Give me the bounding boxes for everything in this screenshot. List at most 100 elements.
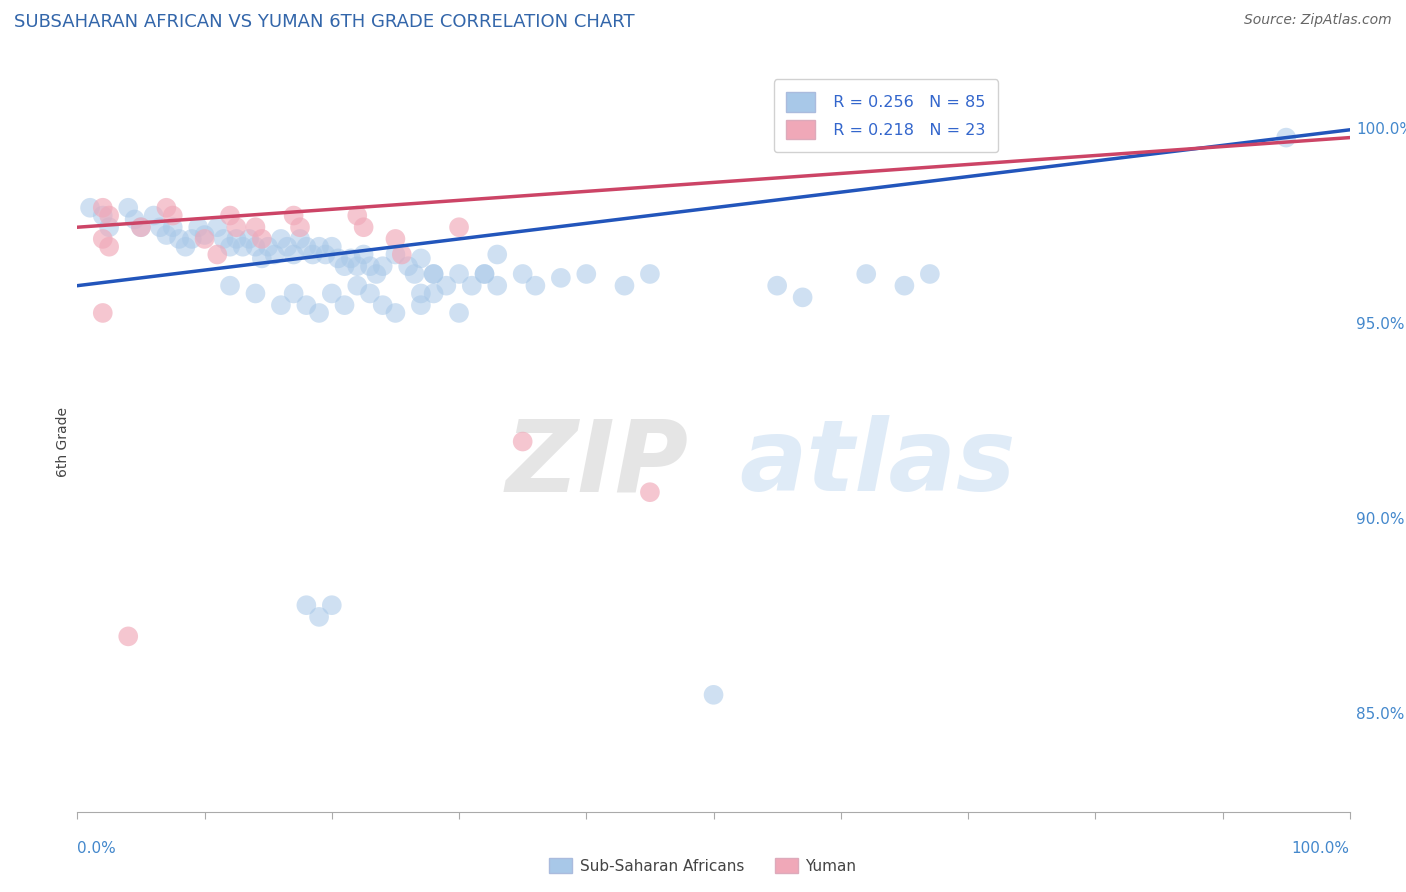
Point <box>219 240 242 254</box>
Point <box>346 259 368 273</box>
Point <box>340 252 363 266</box>
Point <box>353 220 375 235</box>
Point <box>524 278 547 293</box>
Point <box>449 220 471 235</box>
Point <box>79 201 101 215</box>
Point <box>295 298 318 312</box>
Point <box>238 232 260 246</box>
Point <box>638 267 661 281</box>
Text: 95.0%: 95.0% <box>1357 318 1405 332</box>
Text: 100.0%: 100.0% <box>1292 841 1350 856</box>
Point <box>308 306 330 320</box>
Point <box>129 220 152 235</box>
Point <box>703 688 725 702</box>
Point <box>270 298 292 312</box>
Point <box>149 220 172 235</box>
Point <box>225 220 247 235</box>
Point <box>391 247 413 261</box>
Point <box>263 247 285 261</box>
Text: SUBSAHARAN AFRICAN VS YUMAN 6TH GRADE CORRELATION CHART: SUBSAHARAN AFRICAN VS YUMAN 6TH GRADE CO… <box>14 13 634 31</box>
Point <box>371 298 394 312</box>
Point <box>409 286 432 301</box>
Point <box>187 220 209 235</box>
Point <box>308 610 330 624</box>
Point <box>270 232 292 246</box>
Point <box>359 286 381 301</box>
Point <box>207 220 229 235</box>
Point <box>333 259 356 273</box>
Point <box>893 278 915 293</box>
Point <box>91 232 114 246</box>
Point <box>346 278 368 293</box>
Point <box>449 267 471 281</box>
Point <box>194 232 217 246</box>
Point <box>792 290 814 304</box>
Point <box>283 209 305 223</box>
Point <box>766 278 789 293</box>
Point <box>918 267 941 281</box>
Point <box>245 286 267 301</box>
Point <box>91 209 114 223</box>
Point <box>321 240 343 254</box>
Point <box>124 212 146 227</box>
Point <box>142 209 165 223</box>
Point <box>129 220 152 235</box>
Point <box>333 298 356 312</box>
Point <box>346 209 368 223</box>
Point <box>288 232 311 246</box>
Point <box>449 306 471 320</box>
Point <box>422 286 444 301</box>
Point <box>162 209 184 223</box>
Point <box>409 252 432 266</box>
Point <box>155 201 177 215</box>
Point <box>404 267 426 281</box>
Point <box>207 247 229 261</box>
Point <box>301 247 323 261</box>
Point <box>308 240 330 254</box>
Point <box>225 232 247 246</box>
Point <box>321 598 343 612</box>
Point <box>613 278 636 293</box>
Point <box>366 267 388 281</box>
Point <box>194 227 217 242</box>
Point <box>328 252 350 266</box>
Point <box>474 267 496 281</box>
Point <box>232 240 254 254</box>
Point <box>486 247 509 261</box>
Point <box>245 220 267 235</box>
Point <box>422 267 444 281</box>
Text: Source: ZipAtlas.com: Source: ZipAtlas.com <box>1244 13 1392 28</box>
Point <box>98 240 121 254</box>
Point <box>295 240 318 254</box>
Point <box>371 259 394 273</box>
Point <box>167 232 190 246</box>
Point <box>250 232 273 246</box>
Point <box>257 240 280 254</box>
Point <box>396 259 419 273</box>
Text: 85.0%: 85.0% <box>1357 706 1405 722</box>
Point <box>384 232 406 246</box>
Legend:   R = 0.256   N = 85,   R = 0.218   N = 23: R = 0.256 N = 85, R = 0.218 N = 23 <box>773 79 998 152</box>
Text: ZIP: ZIP <box>505 416 688 512</box>
Point <box>155 227 177 242</box>
Point <box>117 201 139 215</box>
Point <box>353 247 375 261</box>
Point <box>174 240 197 254</box>
Text: 0.0%: 0.0% <box>77 841 117 856</box>
Point <box>295 598 318 612</box>
Point <box>855 267 877 281</box>
Point <box>283 247 305 261</box>
Point <box>283 286 305 301</box>
Point <box>359 259 381 273</box>
Point <box>219 209 242 223</box>
Y-axis label: 6th Grade: 6th Grade <box>56 407 70 476</box>
Point <box>245 240 267 254</box>
Point <box>91 201 114 215</box>
Point <box>250 252 273 266</box>
Point <box>98 209 121 223</box>
Point <box>384 247 406 261</box>
Point <box>91 306 114 320</box>
Point <box>180 232 202 246</box>
Text: atlas: atlas <box>740 416 1015 512</box>
Point <box>638 485 661 500</box>
